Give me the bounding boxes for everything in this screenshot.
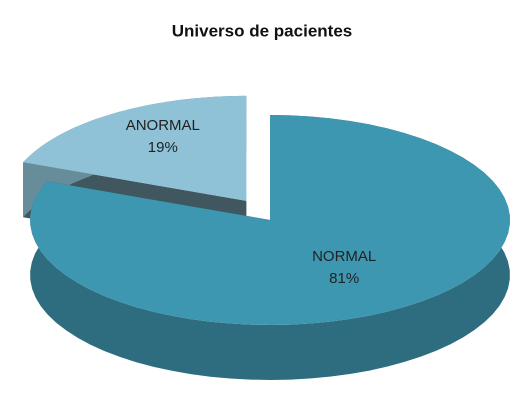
slice-label: NORMAL — [312, 248, 376, 265]
pie-slice — [30, 115, 510, 380]
slice-label: ANORMAL — [126, 117, 200, 134]
slice-value-label: 19% — [148, 139, 178, 156]
slice-top — [23, 95, 247, 201]
slice-value-label: 81% — [329, 270, 359, 287]
chart-title: Universo de pacientes — [172, 21, 352, 40]
slice-top — [30, 115, 510, 325]
